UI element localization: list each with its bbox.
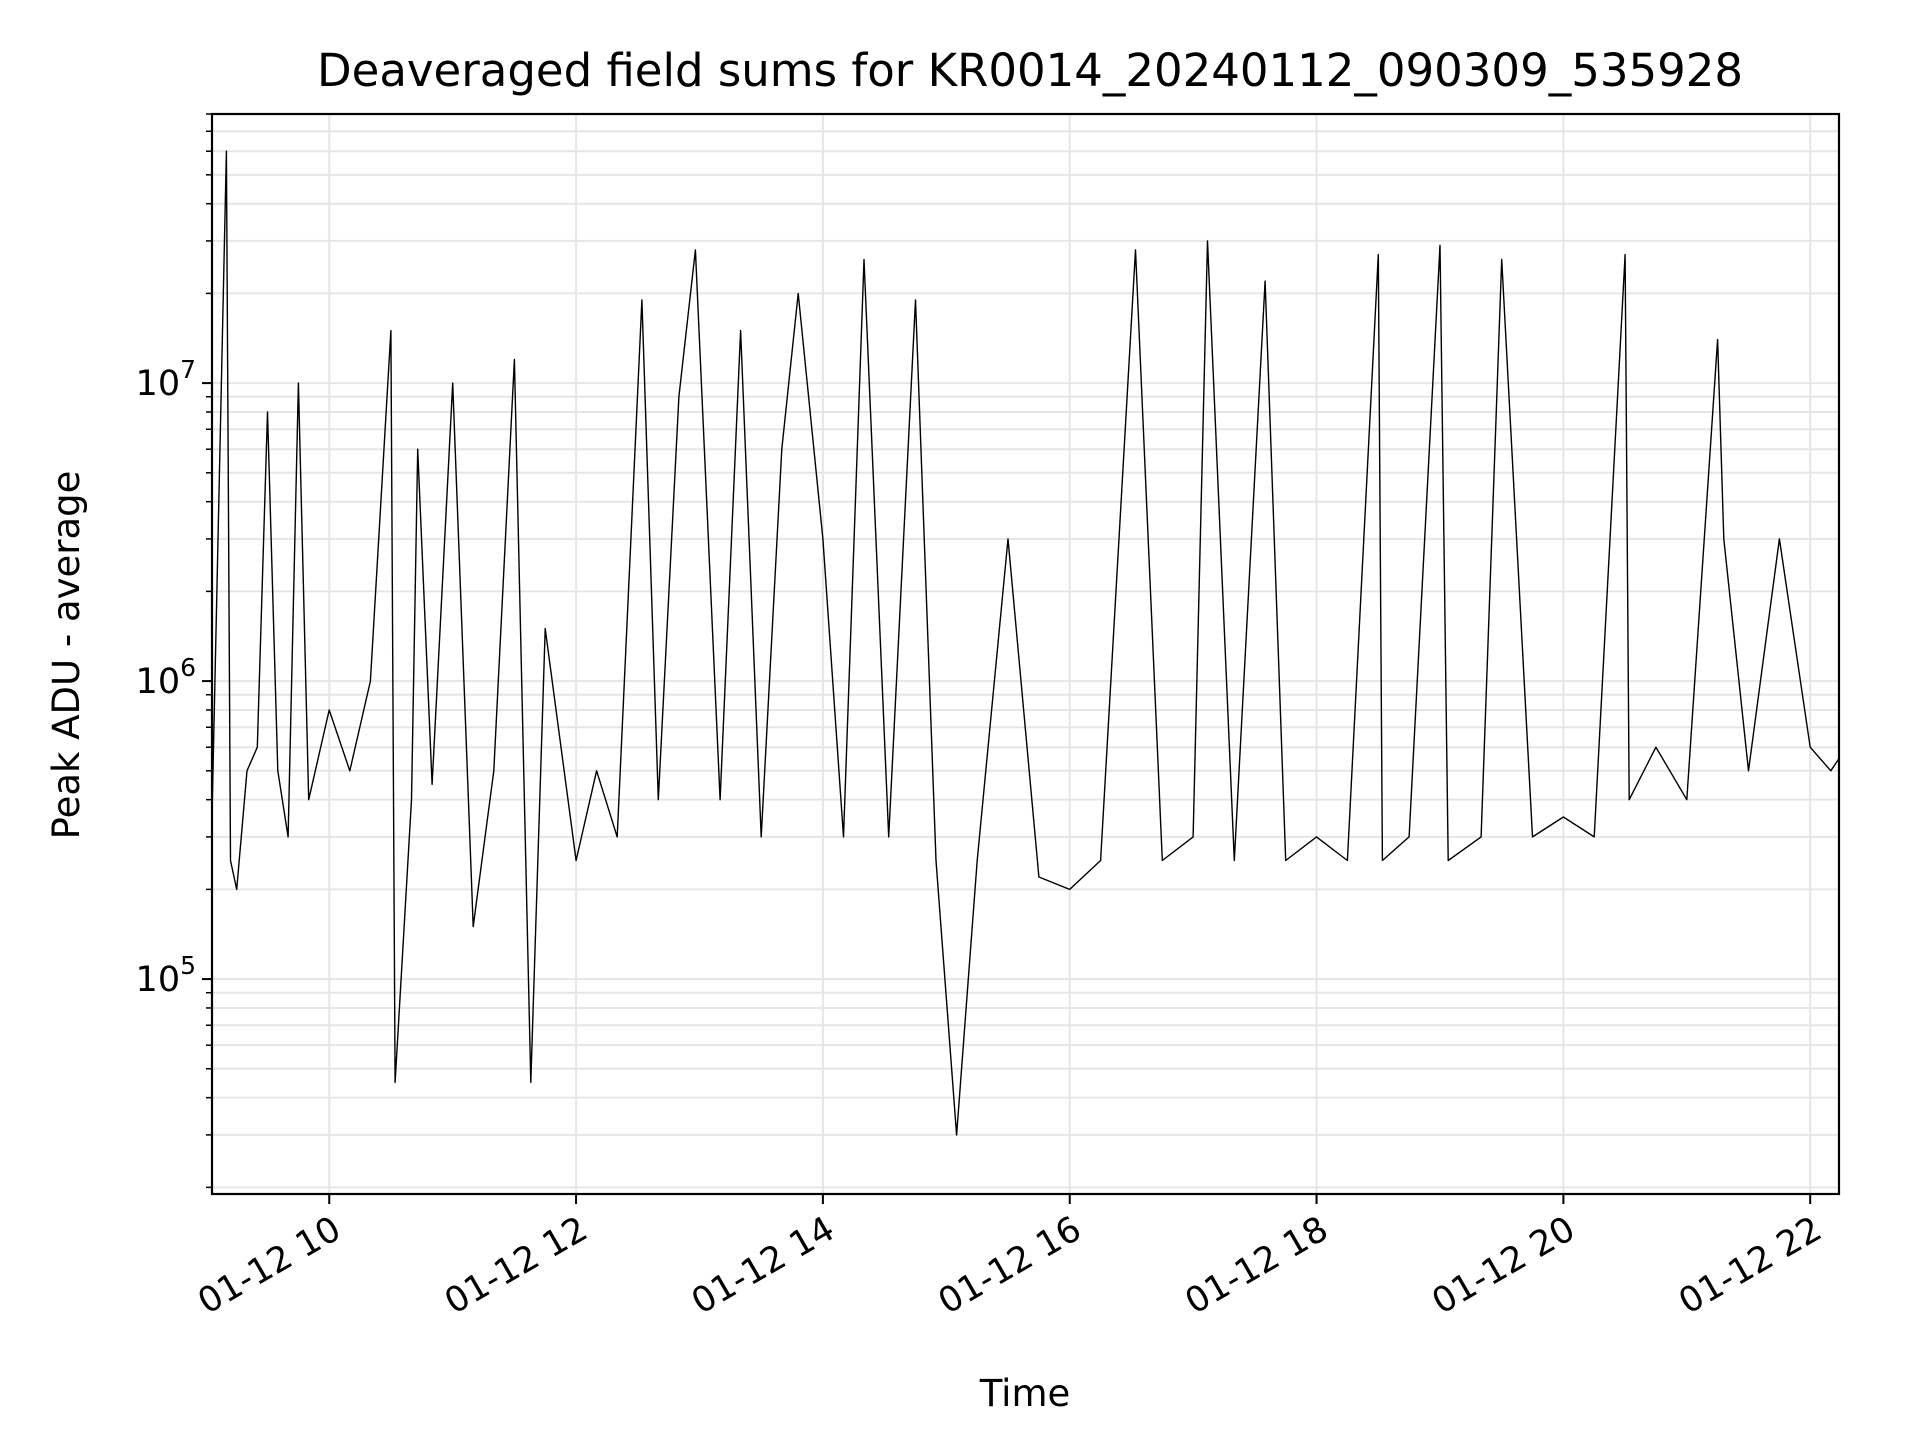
grid xyxy=(212,113,1839,1194)
series-group xyxy=(211,150,1840,1136)
y-axis: 105 106 107 xyxy=(136,113,212,1189)
y-tick-label: 107 xyxy=(136,355,196,404)
plot-frame xyxy=(210,112,1841,1196)
y-tick-label: 105 xyxy=(136,951,196,1000)
series-line xyxy=(211,150,1840,1136)
y-axis-label: Peak ADU - average xyxy=(45,471,88,840)
chart-title: Deaveraged field sums for KR0014_2024011… xyxy=(317,44,1743,97)
y-tick-label: 106 xyxy=(136,653,196,702)
x-axis-label: Time xyxy=(979,1372,1071,1415)
